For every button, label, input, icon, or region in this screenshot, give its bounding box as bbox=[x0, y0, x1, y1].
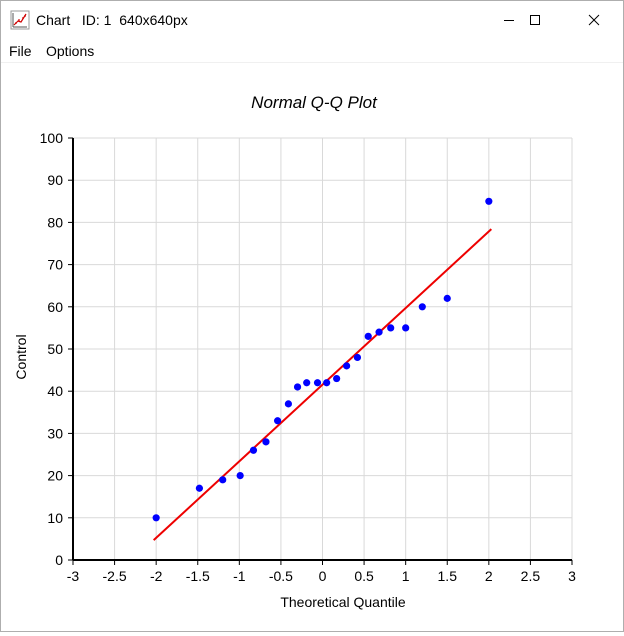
y-tick-label: 60 bbox=[47, 299, 63, 315]
x-tick-label: -1.5 bbox=[186, 568, 210, 584]
x-tick-label: 0 bbox=[319, 568, 327, 584]
data-point bbox=[418, 303, 426, 311]
x-tick-label: 0.5 bbox=[354, 568, 374, 584]
menu-file[interactable]: File bbox=[9, 43, 32, 59]
x-tick-label: 2.5 bbox=[521, 568, 541, 584]
reference-line-group bbox=[152, 228, 493, 541]
data-point bbox=[303, 379, 311, 387]
close-button[interactable] bbox=[571, 1, 617, 39]
data-point bbox=[293, 383, 302, 391]
y-tick-label: 90 bbox=[47, 172, 63, 188]
data-points bbox=[152, 197, 493, 522]
close-icon bbox=[588, 14, 600, 26]
data-point bbox=[195, 484, 204, 492]
data-point bbox=[402, 324, 410, 332]
data-point bbox=[313, 379, 322, 387]
minimize-icon bbox=[504, 20, 514, 21]
x-axis-label: Theoretical Quantile bbox=[280, 594, 406, 610]
x-tick-label: -1 bbox=[233, 568, 246, 584]
minimize-button[interactable] bbox=[486, 1, 532, 39]
grid bbox=[73, 137, 573, 560]
y-tick-label: 100 bbox=[40, 130, 64, 146]
window-title: Chart ID: 1 640x640px bbox=[36, 12, 188, 28]
y-tick-label: 80 bbox=[47, 214, 63, 230]
chart-app-icon bbox=[10, 10, 30, 30]
menu-options[interactable]: Options bbox=[46, 43, 95, 59]
maximize-icon bbox=[530, 15, 540, 25]
data-point bbox=[262, 438, 270, 446]
data-point bbox=[152, 514, 160, 522]
data-point bbox=[375, 328, 383, 336]
x-tick-label: 1 bbox=[402, 568, 410, 584]
data-point bbox=[273, 417, 282, 425]
data-point bbox=[323, 379, 331, 387]
x-tick-label: -0.5 bbox=[269, 568, 293, 584]
data-point bbox=[249, 446, 258, 454]
x-tick-label: 2 bbox=[485, 568, 493, 584]
data-point bbox=[353, 353, 362, 362]
y-tick-label: 20 bbox=[47, 468, 63, 484]
x-tick-label: 1.5 bbox=[438, 568, 458, 584]
data-point bbox=[443, 294, 451, 302]
x-tick-label: -2 bbox=[150, 568, 163, 584]
data-point bbox=[219, 476, 227, 484]
data-point bbox=[485, 197, 493, 205]
x-tick-label: 3 bbox=[568, 568, 576, 584]
maximize-button[interactable] bbox=[512, 1, 558, 39]
title-bar[interactable]: Chart ID: 1 640x640px bbox=[1, 1, 623, 39]
y-tick-label: 40 bbox=[47, 383, 63, 399]
x-tick-label: -3 bbox=[67, 568, 80, 584]
qq-plot: Normal Q-Q Plot -3 -2.5 -2 -1.5 -1 -0.5 0 0.5 1 1… bbox=[13, 93, 576, 610]
data-point bbox=[333, 374, 341, 383]
data-point bbox=[387, 324, 395, 332]
ticks: -3 -2.5 -2 -1.5 -1 -0.5 0 0.5 1 1.5 2 2.5 3010203040… bbox=[40, 130, 576, 584]
y-tick-label: 50 bbox=[47, 341, 63, 357]
menu-bar: File Options bbox=[1, 40, 623, 63]
data-point bbox=[284, 400, 293, 408]
x-tick-label: -2.5 bbox=[103, 568, 127, 584]
chart-title: Normal Q-Q Plot bbox=[251, 93, 378, 112]
data-point bbox=[364, 332, 372, 340]
y-tick-label: 30 bbox=[47, 425, 63, 441]
y-axis-label: Control bbox=[13, 334, 29, 379]
data-point bbox=[343, 362, 351, 370]
y-tick-label: 70 bbox=[47, 257, 63, 273]
data-point bbox=[236, 472, 244, 480]
y-tick-label: 10 bbox=[47, 510, 63, 526]
plot-area: Normal Q-Q Plot -3 -2.5 -2 -1.5 -1 -0.5 0 0.5 1 1… bbox=[1, 63, 623, 631]
y-tick-label: 0 bbox=[55, 552, 63, 568]
reference-line bbox=[152, 228, 493, 541]
